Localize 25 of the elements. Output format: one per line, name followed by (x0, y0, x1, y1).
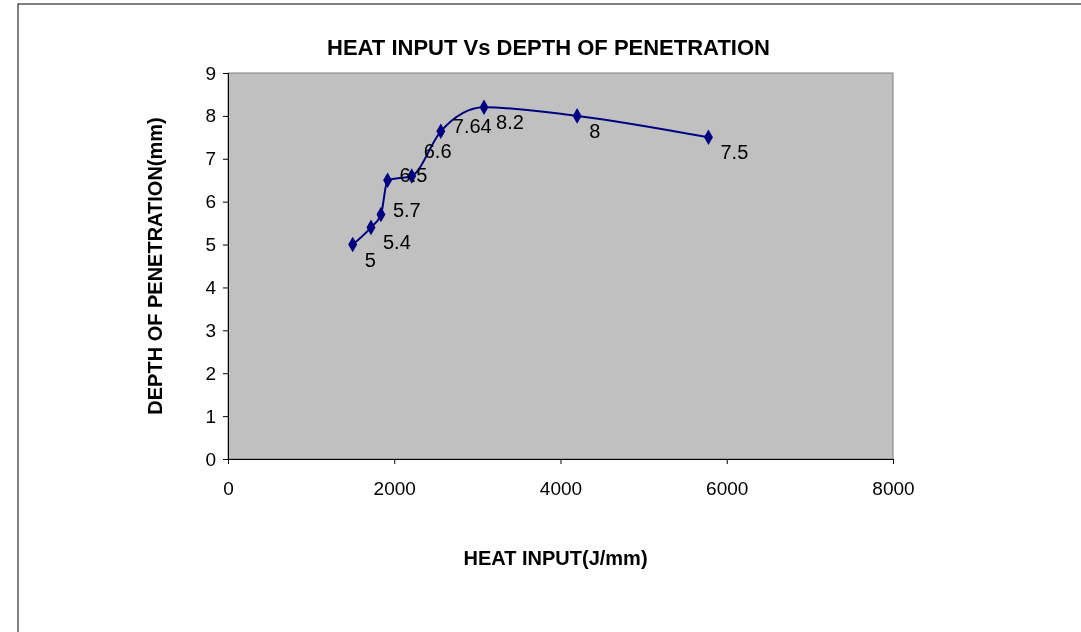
x-axis-title: HEAT INPUT(J/mm) (463, 547, 648, 569)
y-tick-label: 1 (205, 405, 216, 427)
y-tick-label: 0 (205, 448, 216, 470)
data-label: 5.7 (392, 198, 421, 221)
y-tick-label: 2 (205, 362, 216, 384)
x-tick-label: 6000 (706, 478, 749, 500)
data-label: 5 (364, 248, 376, 271)
x-tick-label: 8000 (872, 478, 915, 500)
data-label: 8.2 (496, 111, 524, 134)
x-tick-label: 4000 (539, 478, 583, 500)
y-tick-label: 6 (205, 191, 216, 213)
y-tick-label: 9 (205, 62, 216, 84)
y-tick-label: 8 (205, 105, 216, 127)
y-axis-title: DEPTH OF PENETRATION(mm) (144, 117, 166, 415)
y-tick-label: 5 (205, 234, 216, 256)
y-tick-label: 7 (205, 148, 216, 170)
x-tick-label: 0 (223, 478, 234, 500)
y-tick-label: 3 (205, 319, 216, 341)
data-label: 5.4 (382, 231, 411, 254)
data-label: 8 (589, 119, 601, 142)
data-label: 7.64 (452, 115, 492, 138)
x-tick-label: 2000 (373, 478, 416, 500)
data-label: 7.5 (720, 141, 749, 164)
chart-title: HEAT INPUT Vs DEPTH OF PENETRATION (327, 35, 770, 60)
y-tick-label: 4 (205, 277, 217, 299)
